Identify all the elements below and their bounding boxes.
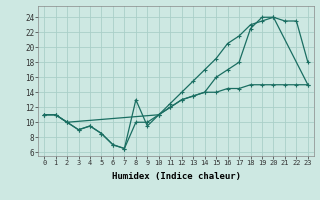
X-axis label: Humidex (Indice chaleur): Humidex (Indice chaleur) [111,172,241,181]
